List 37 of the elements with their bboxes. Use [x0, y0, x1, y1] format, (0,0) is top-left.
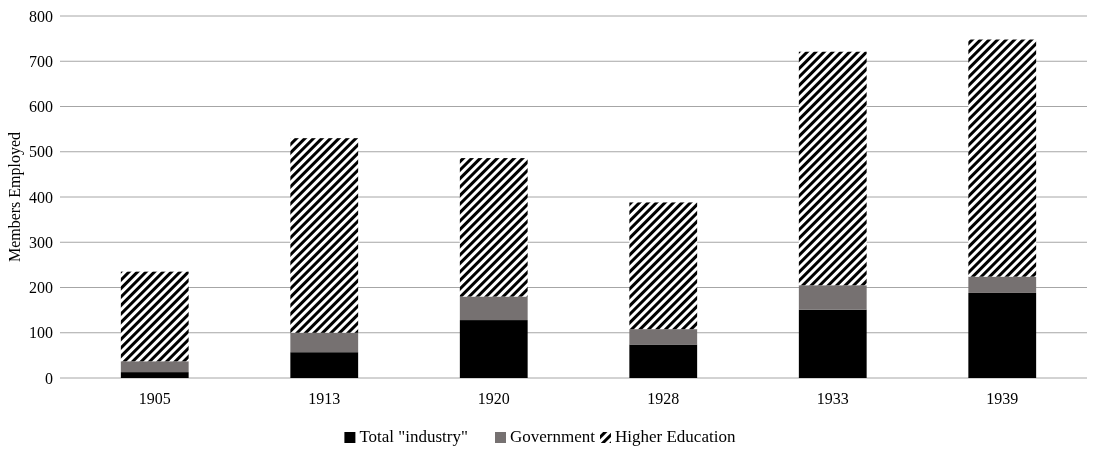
legend-label: Total "industry"	[359, 427, 468, 446]
bar	[459, 158, 528, 297]
bar	[968, 39, 1037, 277]
y-tick-label: 700	[29, 52, 53, 70]
x-tick-label: 1939	[986, 390, 1019, 407]
bar	[629, 344, 698, 378]
bar	[120, 372, 189, 378]
bar	[968, 276, 1037, 293]
y-axis-title: Members Employed	[6, 131, 24, 263]
bar	[459, 296, 528, 321]
y-tick-label: 200	[29, 279, 53, 297]
bar	[629, 329, 698, 345]
x-tick-label: 1905	[138, 390, 171, 407]
bar	[459, 320, 528, 378]
bar	[120, 361, 189, 373]
y-tick-label: 300	[29, 233, 53, 251]
bar	[629, 202, 698, 330]
x-tick-label: 1913	[308, 390, 341, 407]
legend-label: Government	[510, 427, 596, 446]
bar	[290, 352, 359, 378]
bar	[798, 309, 867, 378]
bar	[290, 332, 359, 353]
bar	[290, 138, 359, 333]
bar	[120, 271, 189, 362]
y-tick-label: 400	[29, 188, 53, 206]
y-tick-label: 600	[29, 98, 53, 116]
x-tick-label: 1920	[477, 390, 510, 407]
bar	[798, 51, 867, 286]
y-tick-label: 100	[29, 324, 53, 342]
bar	[798, 285, 867, 310]
y-tick-label: 800	[29, 7, 53, 25]
y-tick-label: 500	[29, 143, 53, 161]
legend-label: Higher Education	[615, 427, 736, 446]
bar	[968, 292, 1037, 378]
x-tick-label: 1933	[816, 390, 849, 407]
y-tick-label: 0	[45, 369, 53, 387]
x-tick-label: 1928	[647, 390, 680, 407]
